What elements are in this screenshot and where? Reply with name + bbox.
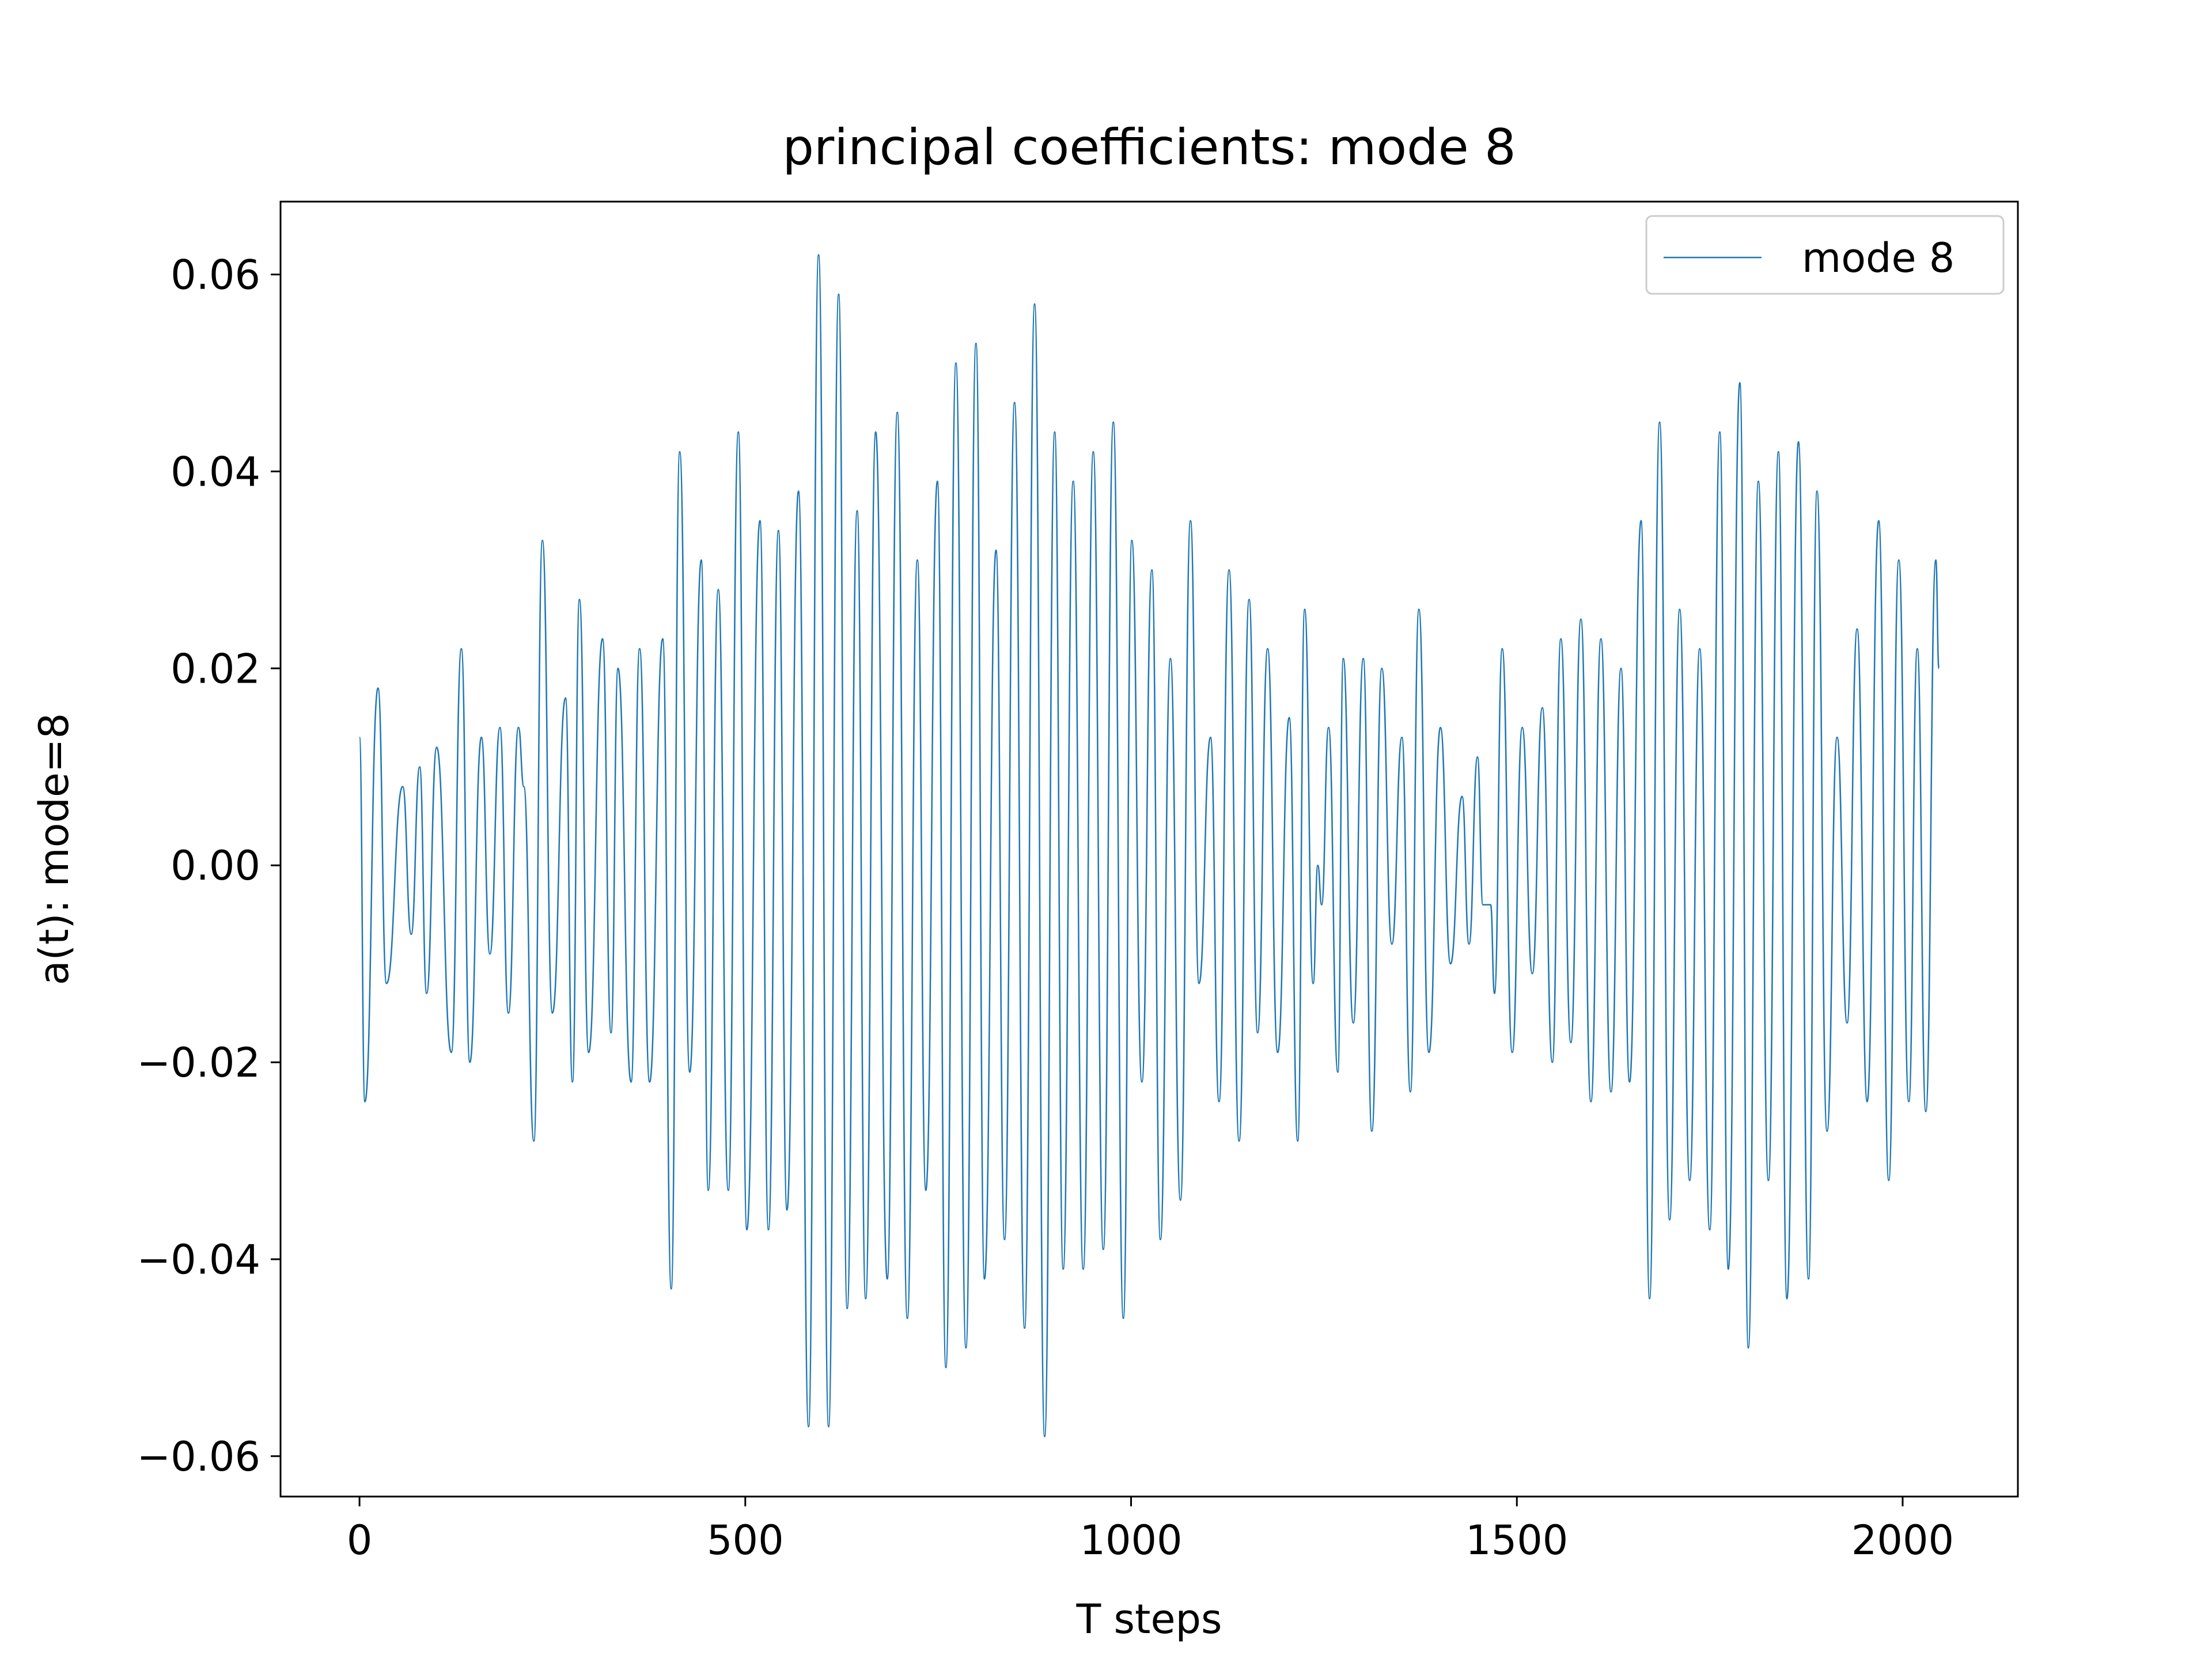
legend-box: [1645, 215, 2005, 295]
y-tick-label: −0.02: [137, 1039, 260, 1086]
x-tick-label: 1000: [1080, 1517, 1182, 1564]
plot-frame: [279, 200, 2019, 1498]
y-tick-label: 0.04: [171, 448, 260, 495]
x-tick-label: 1500: [1465, 1517, 1568, 1564]
y-tick-label: −0.06: [137, 1433, 260, 1480]
y-tick-label: 0.02: [171, 645, 260, 692]
x-tick-label: 500: [707, 1517, 784, 1564]
y-axis-label: a(t): mode=8: [31, 713, 78, 986]
y-tick-label: 0.06: [171, 252, 260, 299]
legend-label: mode 8: [1802, 234, 1955, 282]
y-tick-label: −0.04: [137, 1236, 260, 1283]
x-tick-label: 0: [347, 1517, 373, 1564]
x-axis-label: T steps: [1076, 1596, 1222, 1643]
y-tick-label: 0.00: [171, 842, 260, 889]
data-line: [358, 254, 1940, 1437]
x-tick-label: 2000: [1851, 1517, 1954, 1564]
chart-title: principal coefficients: mode 8: [782, 119, 1516, 176]
